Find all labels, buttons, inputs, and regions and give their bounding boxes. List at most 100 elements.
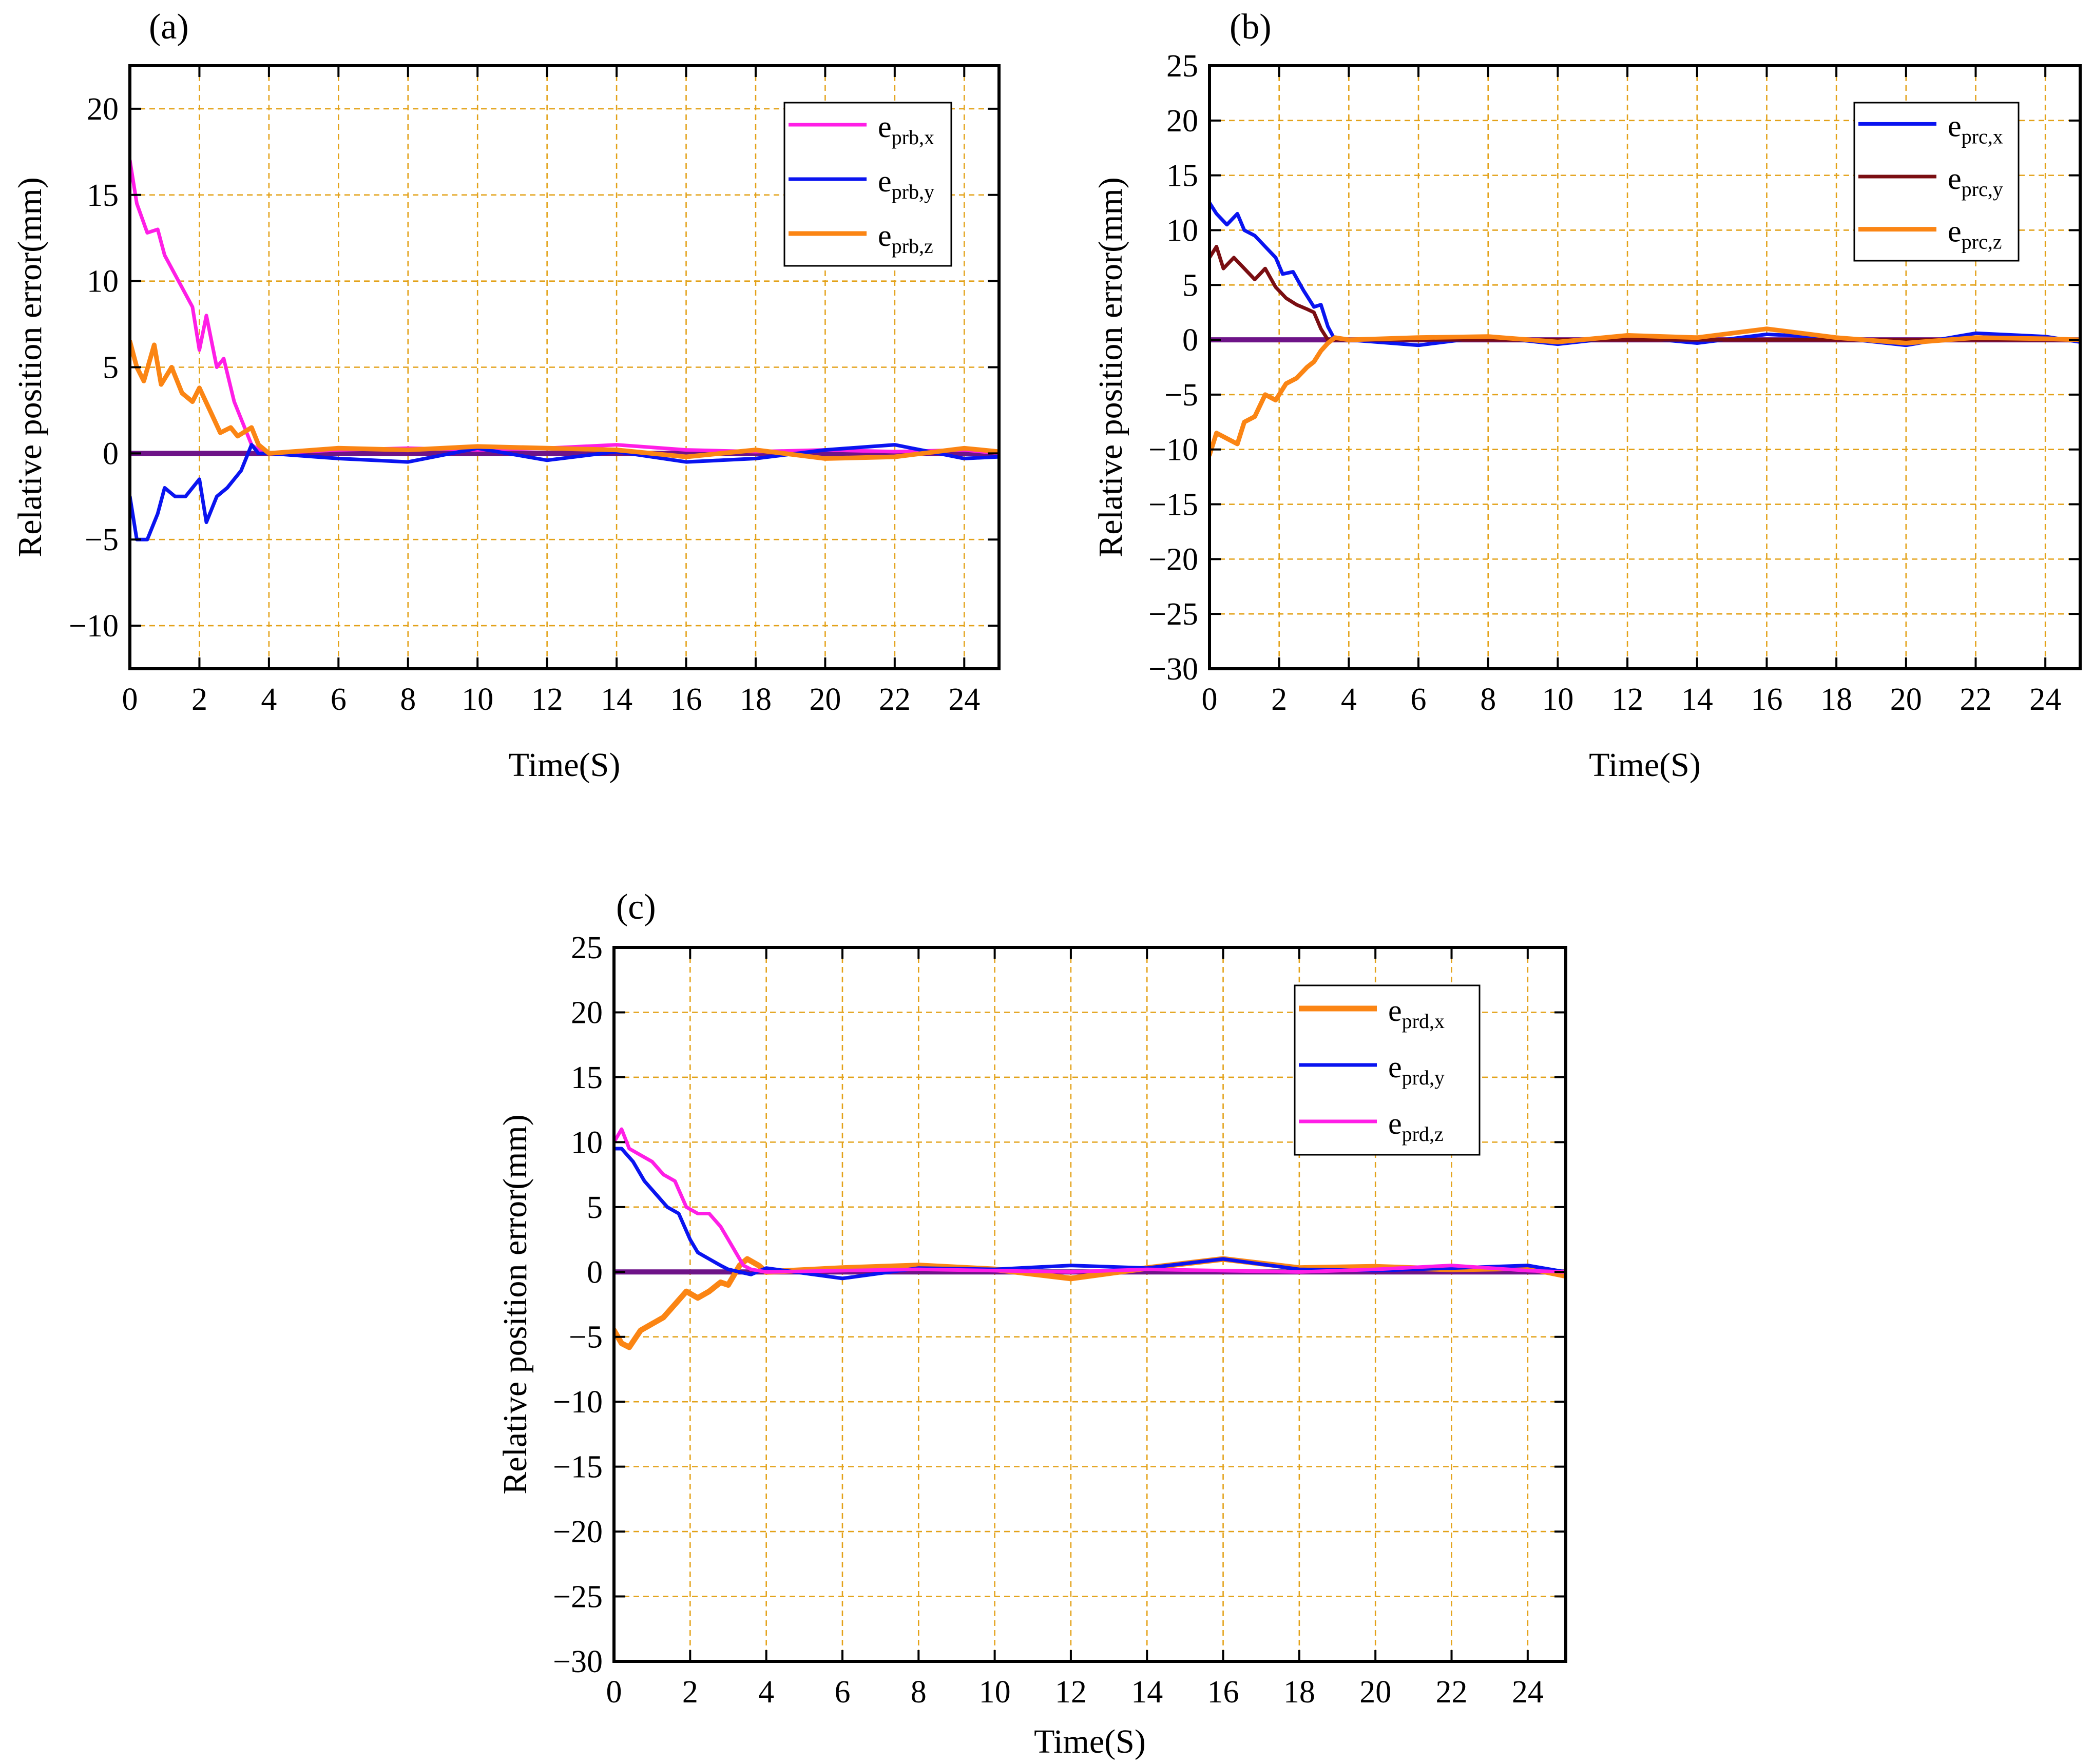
y-tick-label: −25 xyxy=(1148,597,1198,632)
legend: eprb,x eprb,y eprb,z xyxy=(783,102,952,267)
x-tick-label: 6 xyxy=(834,1675,850,1710)
y-tick-label: 15 xyxy=(87,178,119,213)
x-tick-label: 24 xyxy=(948,682,980,717)
y-tick-label: 0 xyxy=(587,1255,603,1290)
y-tick-label: 0 xyxy=(1182,323,1198,358)
x-tick-label: 20 xyxy=(809,682,841,717)
x-tick-label: 22 xyxy=(1960,682,1991,717)
x-tick-label: 2 xyxy=(191,682,207,717)
x-tick-label: 20 xyxy=(1890,682,1922,717)
y-tick-label: 20 xyxy=(571,995,603,1030)
x-tick-label: 10 xyxy=(462,682,493,717)
series-group xyxy=(1209,201,2080,457)
series-line-prc-z xyxy=(1209,326,2080,457)
x-tick-label: 8 xyxy=(1480,682,1496,717)
x-tick-label: 10 xyxy=(1542,682,1573,717)
x-tick-label: 0 xyxy=(122,682,138,717)
x-tick-label: 0 xyxy=(1202,682,1218,717)
legend-label-prd-z: eprd,z xyxy=(1388,1107,1444,1146)
legend: eprc,x eprc,y eprc,z xyxy=(1853,102,2020,262)
y-tick-label: 10 xyxy=(87,264,119,299)
y-tick-label: 15 xyxy=(571,1060,603,1095)
y-tick-label: 10 xyxy=(571,1125,603,1160)
x-tick-label: 18 xyxy=(1820,682,1852,717)
legend-label-prd-x: eprd,x xyxy=(1388,994,1445,1033)
series-line-prd-y xyxy=(614,1147,1566,1281)
y-tick-label: −15 xyxy=(1148,488,1198,522)
chart-panel-2: 0 2 4 6 8 10 12 14 16 18 20 22 24−30−25−20−15−10−505… xyxy=(496,887,1567,1760)
x-tick-label: 14 xyxy=(1131,1675,1163,1710)
x-tick-label: 6 xyxy=(1411,682,1427,717)
x-tick-label: 18 xyxy=(1283,1675,1315,1710)
x-tick-label: 2 xyxy=(1271,682,1287,717)
y-tick-label: −10 xyxy=(69,609,119,644)
x-tick-label: 4 xyxy=(1341,682,1357,717)
y-tick-label: −15 xyxy=(553,1450,603,1485)
y-tick-label: 15 xyxy=(1166,159,1198,193)
y-axis-label: Relative position error(mm) xyxy=(496,1114,534,1494)
x-tick-label: 24 xyxy=(2029,682,2061,717)
legend-label-prc-z: eprc,z xyxy=(1948,215,2002,254)
y-tick-label: 20 xyxy=(1166,104,1198,139)
series-group xyxy=(130,159,999,541)
x-tick-label: 16 xyxy=(670,682,702,717)
x-tick-label: 8 xyxy=(400,682,416,717)
plot-frame xyxy=(612,946,1567,1663)
y-tick-label: −10 xyxy=(1148,433,1198,468)
legend-label-prb-x: eprb,x xyxy=(878,110,934,149)
y-tick-label: −30 xyxy=(1148,652,1198,687)
y-tick-label: −10 xyxy=(553,1385,603,1420)
plot-frame xyxy=(1208,64,2082,670)
x-tick-label: 6 xyxy=(331,682,347,717)
x-tick-label: 22 xyxy=(879,682,911,717)
series-line-prd-z xyxy=(614,1127,1566,1274)
x-tick-label: 12 xyxy=(1055,1675,1087,1710)
y-tick-label: −20 xyxy=(553,1515,603,1549)
x-tick-label: 20 xyxy=(1359,1675,1391,1710)
x-axis-label: Time(S) xyxy=(1589,746,1701,784)
legend-label-prb-y: eprb,y xyxy=(878,164,934,203)
x-tick-label: 14 xyxy=(1681,682,1713,717)
legend-label-prc-y: eprc,y xyxy=(1948,162,2003,201)
x-tick-label: 16 xyxy=(1751,682,1782,717)
legend-label-prd-y: eprd,y xyxy=(1388,1050,1445,1089)
x-axis-label: Time(S) xyxy=(509,746,621,784)
legend-box xyxy=(1853,102,2020,262)
x-tick-label: 16 xyxy=(1207,1675,1239,1710)
y-tick-label: −5 xyxy=(1164,378,1198,413)
x-tick-label: 12 xyxy=(1611,682,1643,717)
x-tick-label: 24 xyxy=(1512,1675,1544,1710)
y-tick-label: −5 xyxy=(85,522,119,557)
legend-label-prb-z: eprb,z xyxy=(878,219,933,258)
y-tick-label: 20 xyxy=(87,92,119,127)
x-tick-label: 12 xyxy=(531,682,563,717)
y-tick-label: −5 xyxy=(569,1320,603,1355)
x-tick-label: 10 xyxy=(979,1675,1011,1710)
series-line-prc-y xyxy=(1209,245,2080,342)
y-tick-label: 0 xyxy=(103,436,119,471)
x-tick-label: 18 xyxy=(740,682,772,717)
x-tick-label: 0 xyxy=(606,1675,622,1710)
x-axis-label: Time(S) xyxy=(1034,1723,1146,1760)
legend-box xyxy=(1294,984,1481,1156)
legend-box xyxy=(783,102,952,267)
x-tick-label: 22 xyxy=(1436,1675,1468,1710)
x-tick-label: 4 xyxy=(758,1675,774,1710)
x-tick-label: 2 xyxy=(682,1675,698,1710)
panel-label: (a) xyxy=(149,7,189,47)
y-tick-label: −25 xyxy=(553,1580,603,1615)
y-axis-label: Relative position error(mm) xyxy=(11,177,49,557)
y-tick-label: −20 xyxy=(1148,542,1198,577)
y-tick-label: 25 xyxy=(1166,49,1198,84)
y-tick-label: 5 xyxy=(103,351,119,385)
series-line-prb-y xyxy=(130,443,999,541)
legend-label-prc-x: eprc,x xyxy=(1948,109,2003,148)
y-axis-label: Relative position error(mm) xyxy=(1092,177,1129,557)
series-group xyxy=(614,1127,1566,1350)
y-tick-label: 5 xyxy=(1182,268,1198,303)
x-tick-label: 4 xyxy=(261,682,277,717)
y-tick-label: −30 xyxy=(553,1644,603,1679)
chart-panel-1: 0 2 4 6 8 10 12 14 16 18 20 22 24−30−25−20−15−10−505… xyxy=(1092,7,2082,784)
panel-label: (c) xyxy=(616,887,656,927)
